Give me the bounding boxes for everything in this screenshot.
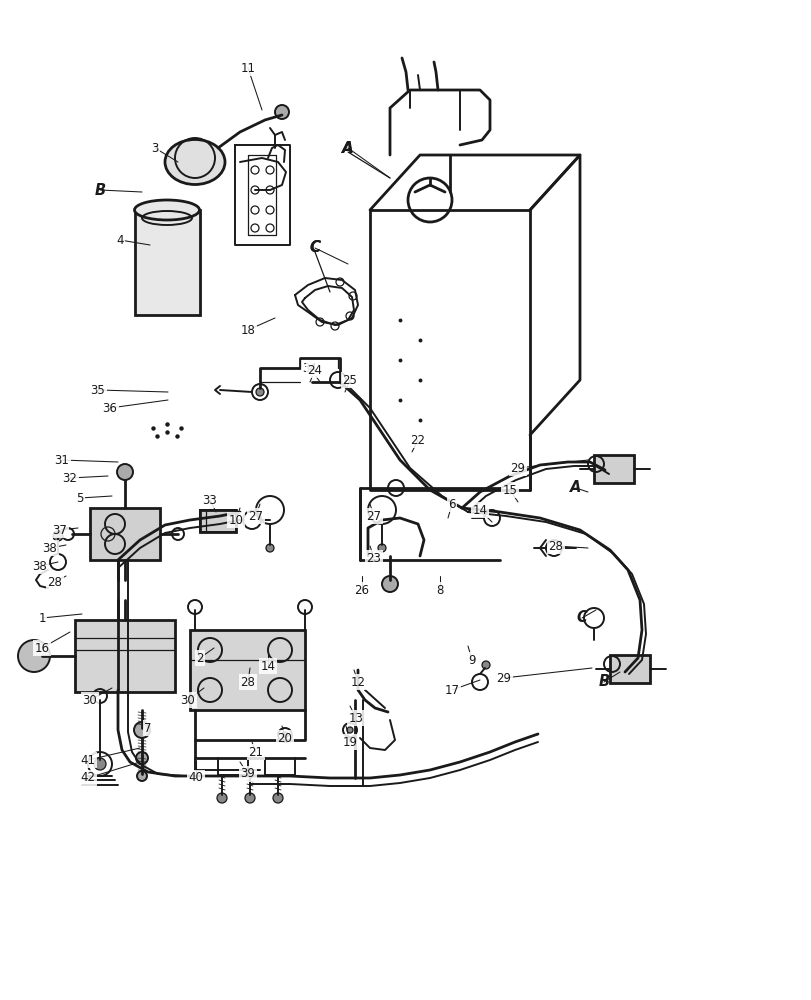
Circle shape	[255, 388, 264, 396]
Circle shape	[381, 576, 397, 592]
Text: 18: 18	[240, 324, 255, 336]
Circle shape	[482, 661, 489, 669]
Text: C: C	[309, 240, 320, 255]
Circle shape	[53, 531, 63, 541]
Circle shape	[378, 544, 385, 552]
Circle shape	[217, 793, 227, 803]
Text: 28: 28	[48, 576, 62, 588]
Text: 25: 25	[342, 373, 357, 386]
Text: 34: 34	[303, 361, 317, 374]
Text: B: B	[94, 183, 105, 198]
Circle shape	[135, 752, 148, 764]
Text: 32: 32	[62, 472, 77, 485]
Bar	[200, 510, 236, 532]
Circle shape	[134, 722, 150, 738]
Circle shape	[281, 732, 288, 738]
Text: 7: 7	[144, 722, 152, 734]
Text: 36: 36	[102, 401, 118, 414]
Circle shape	[272, 793, 283, 803]
Text: 20: 20	[277, 732, 292, 744]
Circle shape	[266, 544, 273, 552]
Bar	[135, 210, 200, 315]
Text: 28: 28	[240, 676, 255, 688]
Text: 19: 19	[342, 736, 357, 748]
Text: 3: 3	[151, 142, 158, 155]
Text: 14: 14	[260, 660, 275, 672]
Text: 29: 29	[510, 462, 525, 475]
Text: 27: 27	[366, 510, 381, 522]
Text: 9: 9	[468, 654, 475, 666]
Text: 15: 15	[502, 484, 517, 496]
Ellipse shape	[135, 200, 200, 220]
Circle shape	[346, 727, 353, 733]
Ellipse shape	[165, 140, 225, 185]
Text: 30: 30	[83, 694, 97, 706]
Text: 24: 24	[307, 363, 322, 376]
Text: 41: 41	[80, 754, 96, 766]
Text: 29: 29	[496, 672, 511, 684]
Text: 13: 13	[348, 712, 363, 724]
Text: 5: 5	[76, 491, 84, 504]
Text: 27: 27	[248, 510, 264, 522]
Text: 14: 14	[472, 504, 487, 516]
Text: 38: 38	[42, 542, 58, 554]
Text: B: B	[598, 674, 609, 690]
Text: 37: 37	[53, 524, 67, 536]
Circle shape	[275, 105, 289, 119]
Text: 17: 17	[444, 684, 459, 696]
Circle shape	[245, 793, 255, 803]
Text: 39: 39	[240, 767, 255, 780]
Text: C: C	[576, 610, 586, 626]
Circle shape	[117, 464, 133, 480]
Text: 42: 42	[80, 771, 96, 784]
Text: 12: 12	[350, 676, 365, 688]
Text: 6: 6	[448, 497, 455, 510]
Text: 8: 8	[436, 584, 443, 596]
Text: 40: 40	[188, 771, 204, 784]
Text: 28: 28	[548, 540, 563, 552]
Circle shape	[137, 771, 147, 781]
Text: 35: 35	[91, 383, 105, 396]
Circle shape	[18, 640, 50, 672]
Text: 22: 22	[410, 434, 425, 446]
Text: 11: 11	[240, 62, 255, 75]
Text: 1: 1	[38, 611, 45, 624]
Text: 16: 16	[34, 642, 49, 654]
Text: 33: 33	[203, 493, 217, 506]
Text: 2: 2	[196, 652, 204, 664]
Text: 4: 4	[116, 233, 123, 246]
Text: 23: 23	[366, 552, 381, 564]
Text: A: A	[569, 481, 581, 495]
Text: 38: 38	[32, 560, 47, 572]
Text: A: A	[342, 141, 354, 156]
Circle shape	[94, 758, 106, 770]
Text: 30: 30	[180, 694, 195, 706]
Bar	[75, 620, 175, 692]
Text: 26: 26	[354, 584, 369, 596]
Text: 31: 31	[54, 454, 70, 466]
Bar	[594, 455, 633, 483]
Text: C: C	[309, 240, 320, 255]
Bar	[609, 655, 649, 683]
Text: 21: 21	[248, 746, 264, 758]
Text: A: A	[341, 141, 354, 156]
Bar	[90, 508, 160, 560]
Bar	[190, 630, 305, 710]
Text: 10: 10	[228, 514, 243, 526]
